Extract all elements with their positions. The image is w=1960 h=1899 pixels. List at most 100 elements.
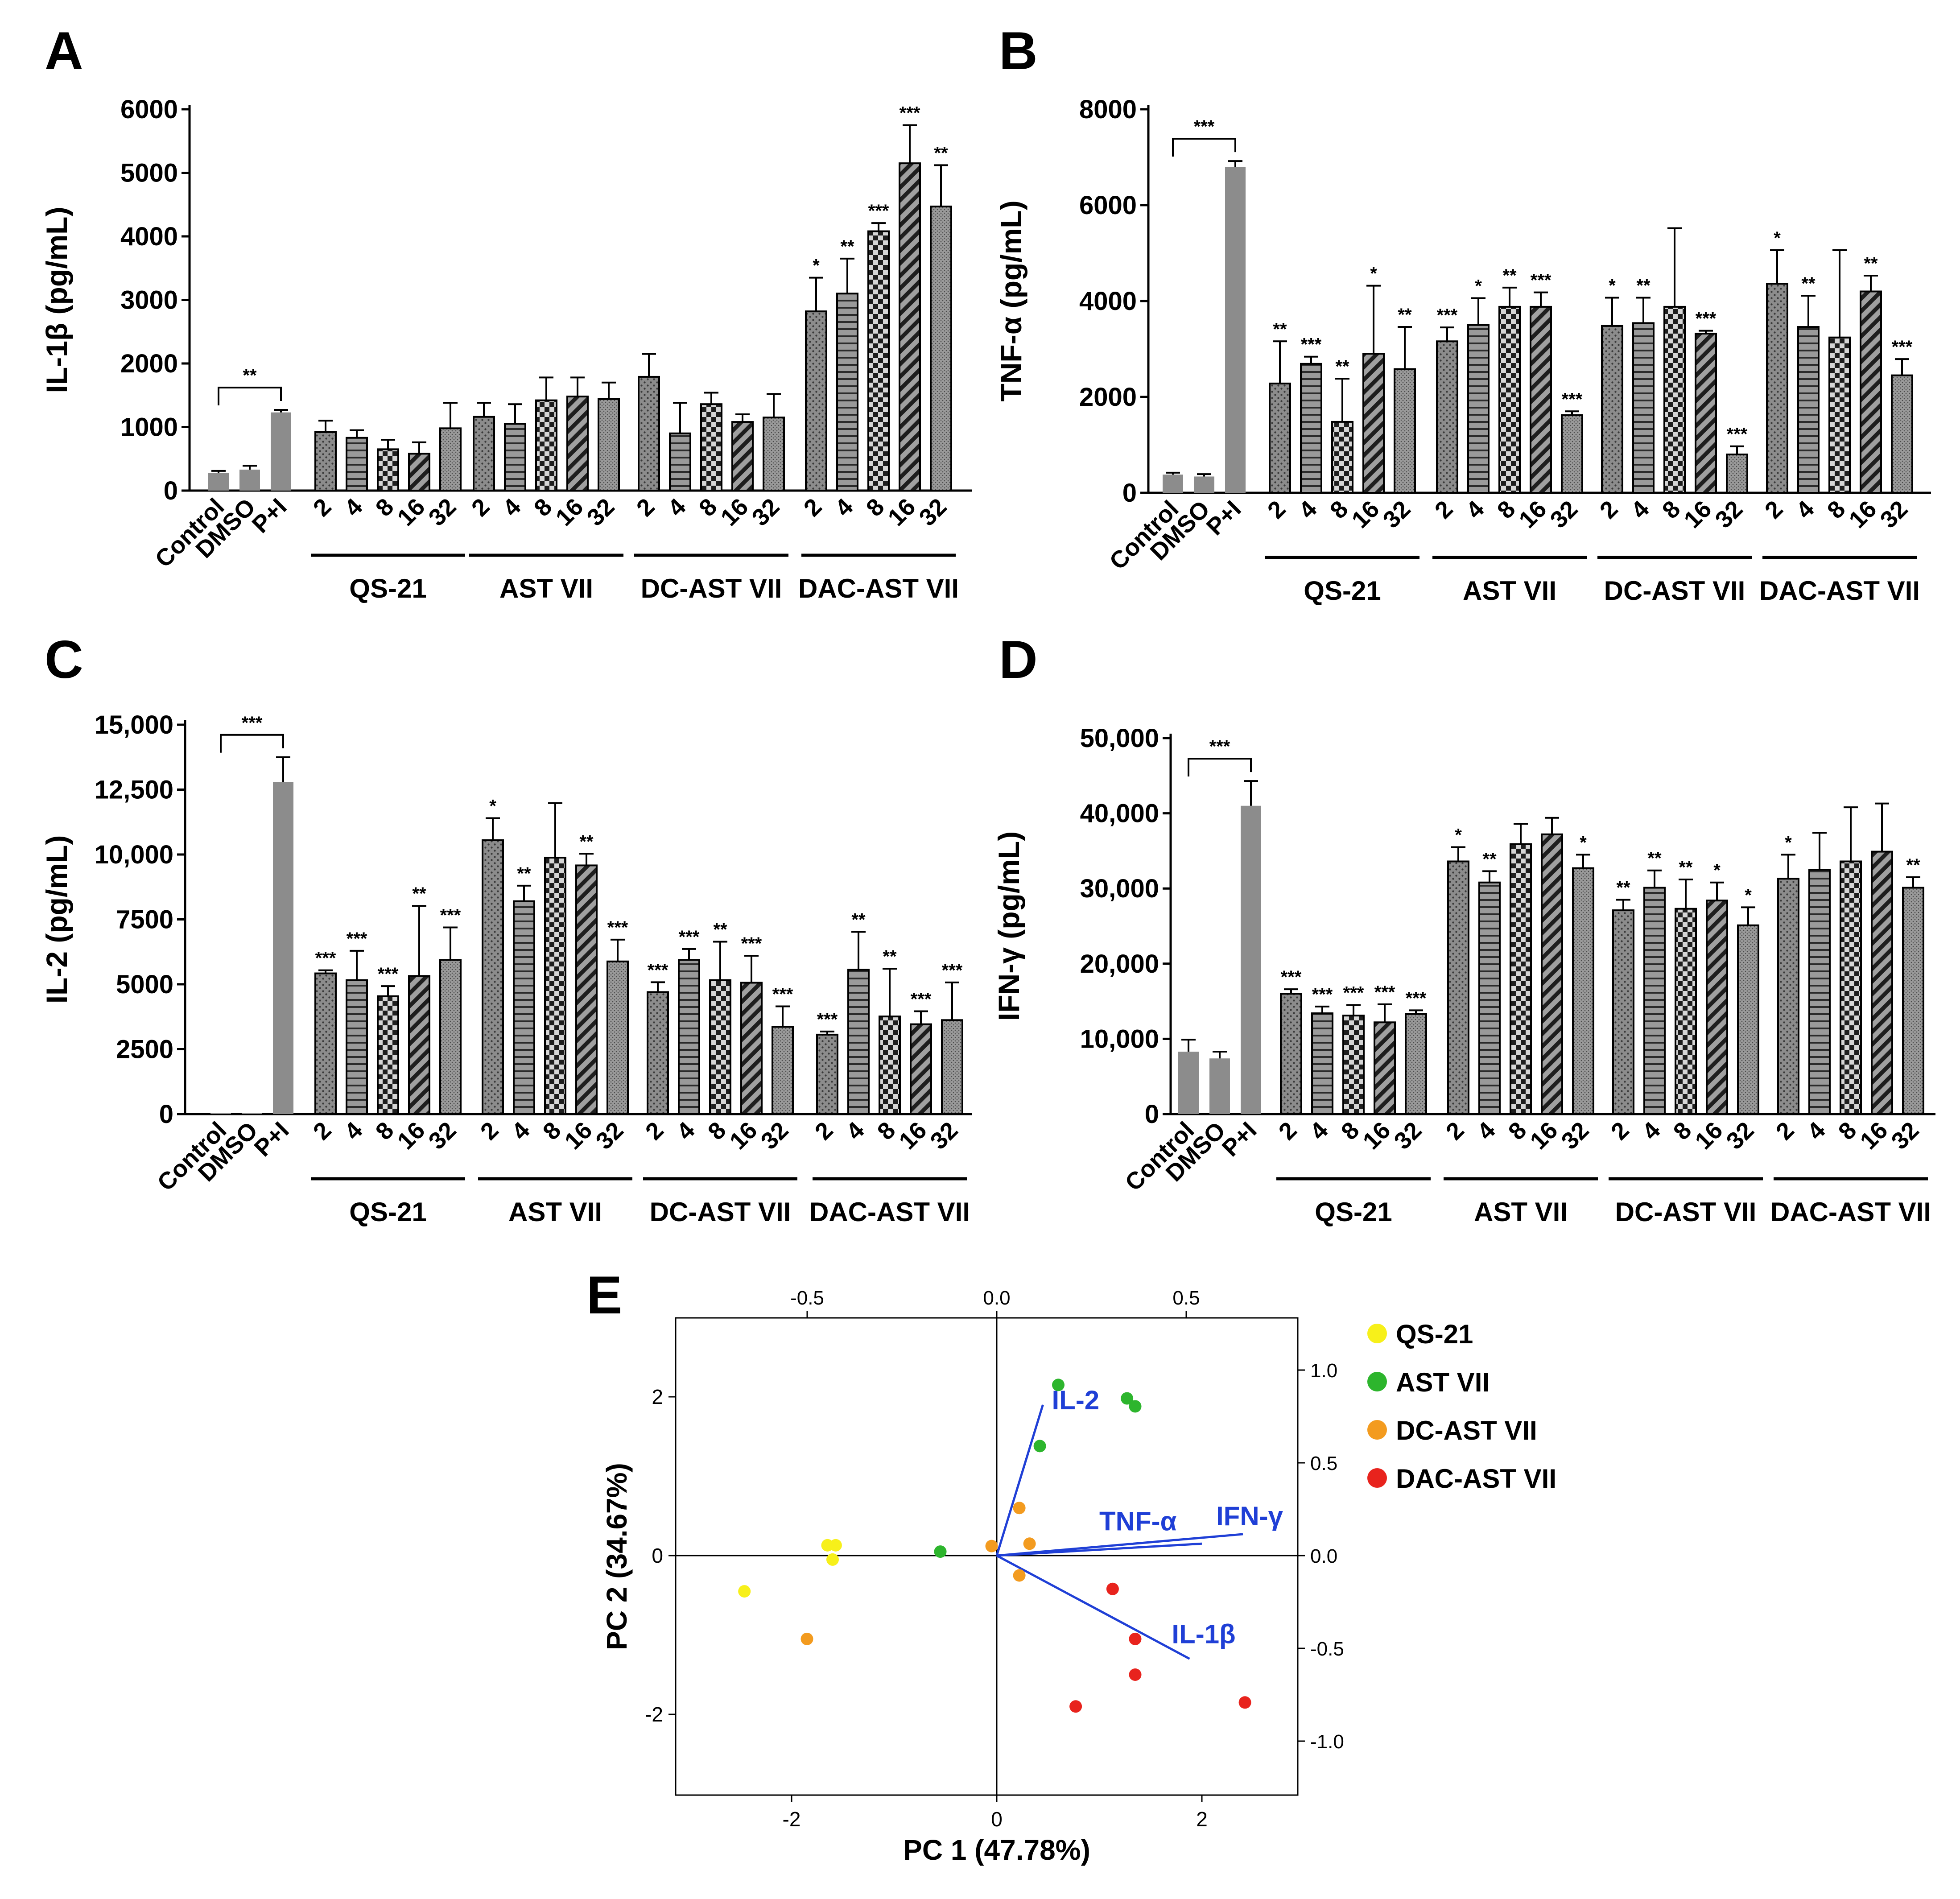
x-tick-label-dose: 4 (498, 493, 526, 522)
group-3-dose-4-bar (941, 1019, 963, 1115)
x-tick-label-dose: 4 (1461, 495, 1490, 524)
group-1-dose-2-bar (535, 399, 557, 492)
significance-bracket (218, 387, 282, 406)
group-0-dose-3-significance: ** (412, 884, 426, 904)
x-axis-label: PC 1 (47.78%) (903, 1834, 1090, 1866)
group-1-dose-0-bar (1436, 340, 1458, 494)
group-0-dose-4-bar (1394, 368, 1416, 494)
panel-E: E -2 0 2 -2 0 2 -0.5 0.0 0.5 1.0 0.5 0.0 -0.5 -1.0 PC 1… (586, 1265, 1556, 1866)
y-tick-label: 0 (159, 1100, 173, 1129)
legend-swatch (1367, 1468, 1387, 1488)
right-tick-label: 0.5 (1310, 1453, 1337, 1474)
loading-label: IFN-γ (1216, 1501, 1283, 1531)
scatter-point-dac-ast-vii (1238, 1696, 1251, 1709)
group-1-dose-2-significance: ** (1502, 266, 1517, 285)
group-label: QS-21 (349, 1197, 426, 1227)
group-1-dose-0-significance: * (489, 797, 496, 816)
x-tick-label-dose: 32 (1710, 495, 1748, 533)
group-2-dose-2-bar (700, 403, 722, 492)
x-tick-label-dose: 8 (861, 493, 890, 522)
group-0-dose-0-bar (1269, 382, 1291, 494)
group-2-dose-0-bar (647, 991, 669, 1115)
control-2-bar (1225, 167, 1246, 493)
group-3-dose-3-bar (910, 1023, 932, 1115)
y-axis-label: IFN-γ (pg/mL) (992, 831, 1025, 1021)
group-1-dose-4-bar (607, 960, 629, 1115)
x-tick-label-dose: 4 (1472, 1117, 1501, 1145)
group-1-dose-4-significance: *** (1562, 389, 1583, 409)
x-tick-label-dose: 2 (799, 493, 827, 522)
group-0-dose-4-bar (439, 959, 462, 1115)
scatter-point-dc-ast-vii (1013, 1502, 1026, 1515)
group-0-dose-1-bar (1311, 1012, 1333, 1115)
group-1-dose-1-bar (1467, 324, 1490, 494)
group-label: DC-AST VII (1615, 1197, 1757, 1227)
group-2-dose-0-significance: *** (648, 960, 668, 980)
group-label: QS-21 (1315, 1197, 1392, 1227)
x-tick-label-dose: 2 (631, 493, 660, 522)
control-2-bar (273, 782, 293, 1114)
group-0-dose-0-bar (314, 431, 337, 492)
x-tick-label-dose: 8 (1833, 1117, 1862, 1145)
x-tick-label-dose: 2 (1771, 1117, 1799, 1145)
x-tick-label-dose: 32 (1886, 1117, 1924, 1155)
group-2-dose-0-significance: * (1609, 276, 1616, 295)
y-tick-label: 6000 (1079, 191, 1137, 220)
x-tick-label-dose: 4 (1802, 1117, 1831, 1145)
significance-bracket (1188, 758, 1252, 777)
group-0-dose-3-bar (1374, 1021, 1396, 1115)
group-3-dose-4-significance: *** (942, 961, 963, 980)
significance-bracket (1172, 138, 1236, 157)
group-2-dose-0-bar (638, 376, 660, 491)
x-tick-label-dose: 8 (872, 1117, 901, 1145)
group-0-dose-2-significance: *** (378, 964, 399, 984)
group-3-dose-0-bar (805, 310, 827, 492)
group-2-dose-1-bar (1643, 887, 1666, 1115)
group-3-dose-4-significance: ** (934, 143, 948, 163)
x-tick-label-dose: 8 (1822, 495, 1851, 524)
significance-bracket (220, 734, 284, 753)
y-tick-label: 0 (1145, 1100, 1159, 1129)
y-tick-label: 6000 (120, 95, 178, 124)
x-tick-label-dose: 4 (1305, 1117, 1333, 1145)
group-1-dose-2-bar (544, 856, 566, 1115)
group-1-dose-3-significance: ** (579, 832, 594, 851)
loading-arrow (996, 1554, 1190, 1660)
group-1-dose-4-significance: * (1580, 833, 1587, 852)
bracket-significance: *** (1194, 117, 1215, 136)
group-1-dose-4-bar (598, 398, 620, 491)
group-0-dose-3-significance: *** (1374, 983, 1395, 1002)
loading-arrow (995, 1404, 1044, 1556)
x-tick-label-dose: 2 (810, 1117, 838, 1145)
scatter-point-qs-21 (829, 1539, 842, 1552)
panel-letter-B: B (999, 21, 1038, 81)
legend-swatch (1367, 1372, 1387, 1391)
group-1-dose-4-bar (1561, 414, 1583, 494)
x-tick-label-dose: 4 (830, 493, 858, 522)
bracket-significance: ** (243, 366, 257, 385)
x-tick-label-dose: 32 (1556, 1117, 1594, 1155)
panel-letter-E: E (586, 1265, 622, 1325)
group-2-dose-3-bar (740, 982, 763, 1115)
top-tick-label: -0.5 (790, 1287, 824, 1309)
group-2-dose-1-bar (669, 432, 691, 491)
x-tick-label-control: P+I (249, 1117, 294, 1162)
group-2-dose-4-significance: *** (1727, 425, 1748, 444)
x-tick-label-control: P+I (1217, 1117, 1262, 1162)
x-tick-label-dose: 4 (1791, 495, 1820, 524)
group-3-dose-1-significance: ** (851, 910, 866, 929)
scatter-point-dc-ast-vii (985, 1540, 998, 1552)
legend-label: AST VII (1396, 1367, 1490, 1397)
x-tick-label-dose: 8 (1336, 1117, 1365, 1145)
group-3-dose-2-bar (867, 230, 890, 491)
group-label: AST VII (1474, 1197, 1568, 1227)
x-tick-label-dose: 2 (1430, 495, 1458, 524)
group-0-dose-1-significance: *** (1301, 335, 1322, 355)
legend-label: DC-AST VII (1396, 1416, 1537, 1445)
group-3-dose-4-significance: *** (1892, 337, 1913, 357)
group-label: AST VII (499, 574, 593, 603)
panel-letter-C: C (45, 630, 83, 689)
scatter-point-qs-21 (738, 1585, 751, 1598)
y-axis-label: IL-1β (pg/mL) (40, 207, 73, 393)
